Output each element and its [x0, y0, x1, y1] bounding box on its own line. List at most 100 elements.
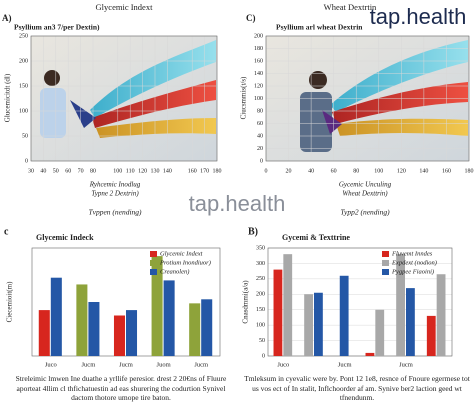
x-tick-label: Jucm	[338, 361, 352, 368]
bar	[365, 352, 375, 356]
annotation: Gycemic Unculing	[339, 181, 392, 189]
y-tick-label: 0	[25, 158, 28, 164]
brand-logo: tap.health	[370, 4, 467, 29]
caption: Tmleksum in cyevalic were by. Pont 12 1e…	[244, 374, 470, 402]
legend-swatch	[382, 251, 389, 257]
chart-title: Gycemi & Texttrine	[282, 233, 350, 242]
y-tick-label: 20	[257, 146, 263, 152]
x-tick-label: 140	[163, 168, 172, 174]
legend-swatch	[150, 269, 157, 275]
legend-label: Protium Inondiuor)	[159, 259, 211, 266]
x-tick-label: 70	[78, 168, 84, 174]
bar	[426, 315, 436, 356]
bar	[113, 315, 125, 356]
bar	[126, 310, 138, 356]
annotation: Wheat Dexttrin)	[342, 190, 388, 198]
plot-frame	[265, 35, 470, 162]
panel-label: A)	[2, 13, 12, 23]
chart-title: Glycemic Indeck	[36, 233, 94, 242]
bar	[406, 288, 415, 356]
bar	[38, 310, 50, 356]
x-tick-label: Jucm	[119, 361, 133, 368]
chart-subtitle: Psyllium arl wheat Dextrin	[276, 23, 363, 32]
brand-watermark: tap.health	[189, 191, 286, 216]
x-tick-label: 0	[265, 168, 268, 174]
panel-label: c	[4, 226, 9, 237]
x-tick-label: 130	[151, 168, 160, 174]
x-tick-label: 180	[465, 168, 474, 174]
x-tick-label: 100	[374, 168, 383, 174]
x-tick-label: Jucm	[399, 361, 413, 368]
y-tick-label: 250	[256, 276, 265, 282]
bar	[88, 302, 100, 356]
plot-frame	[267, 247, 453, 357]
legend-label: Glycemic Indext	[160, 250, 203, 257]
y-tick-label: 50	[259, 338, 265, 344]
legend-label: Fluvemt Inndes	[391, 250, 433, 257]
bar	[163, 280, 175, 356]
y-tick-label: 300	[256, 261, 265, 267]
x-tick-label: 60	[65, 168, 71, 174]
y-tick-label: 200	[254, 33, 263, 39]
y-tick-label: 50	[22, 133, 28, 139]
x-tick-label: 50	[53, 168, 59, 174]
bar	[396, 254, 405, 356]
y-tick-label: 140	[254, 71, 263, 77]
x-tick-label: 140	[419, 168, 428, 174]
y-tick-label: 100	[256, 323, 265, 329]
bar	[201, 299, 213, 356]
panel-label: B)	[248, 226, 258, 237]
legend-swatch	[150, 251, 157, 257]
annotation: Typne 2 Dextrin)	[91, 190, 139, 198]
bar	[375, 309, 385, 356]
y-tick-label: 200	[19, 58, 28, 64]
x-tick-label: 170	[200, 168, 209, 174]
bar	[314, 292, 323, 356]
y-axis-label: Ciucsmmis(t/s)	[240, 76, 248, 119]
x-tick-label: Jucm	[82, 361, 96, 368]
x-tick-label: 40	[308, 168, 314, 174]
y-tick-label: 60	[257, 121, 263, 127]
y-tick-label: 250	[19, 33, 28, 39]
x-tick-label: 160	[188, 168, 197, 174]
y-tick-label: 180	[254, 46, 263, 52]
bar	[304, 294, 313, 356]
x-tick-label: 30	[28, 168, 34, 174]
bar	[50, 277, 62, 356]
y-tick-label: 100	[19, 108, 28, 114]
y-tick-label: 40	[257, 133, 263, 139]
x-tick-label: 80	[353, 168, 359, 174]
x-tick-label: 60	[331, 168, 337, 174]
legend-label: Creanolen)	[160, 268, 189, 275]
legend-label: Pygpee Fiaoini)	[391, 268, 434, 275]
bar	[436, 274, 446, 356]
caption: Streleimic lmwen Ine duathe a yrllife pe…	[15, 374, 227, 402]
annotation: Ryhcemic Inodlug	[89, 181, 141, 189]
y-tick-label: 200	[256, 292, 265, 298]
x-tick-label: 20	[286, 168, 292, 174]
legend-swatch	[382, 269, 389, 275]
annotation: Tvppen (nending)	[88, 208, 142, 217]
photo	[31, 36, 217, 161]
plot-frame	[30, 35, 218, 162]
x-tick-label: Juco	[45, 361, 57, 368]
x-tick-label: 180	[213, 168, 222, 174]
y-axis-label: Ciecemioit(m)	[6, 281, 14, 322]
y-tick-label: 150	[19, 83, 28, 89]
y-tick-label: 0	[262, 353, 265, 359]
legend-swatch	[382, 260, 389, 266]
y-tick-label: 0	[260, 158, 263, 164]
bar	[273, 269, 283, 356]
chart-title: Wheat Dextrtin	[324, 2, 377, 12]
x-tick-label: 40	[40, 168, 46, 174]
bar	[339, 275, 349, 356]
y-tick-label: 80	[257, 108, 263, 114]
y-tick-label: 150	[256, 307, 265, 313]
panel-label: C)	[246, 13, 256, 23]
bar	[283, 254, 293, 356]
x-tick-label: 100	[113, 168, 122, 174]
annotation: Typp2 (nending)	[340, 208, 390, 217]
x-tick-label: 120	[397, 168, 406, 174]
